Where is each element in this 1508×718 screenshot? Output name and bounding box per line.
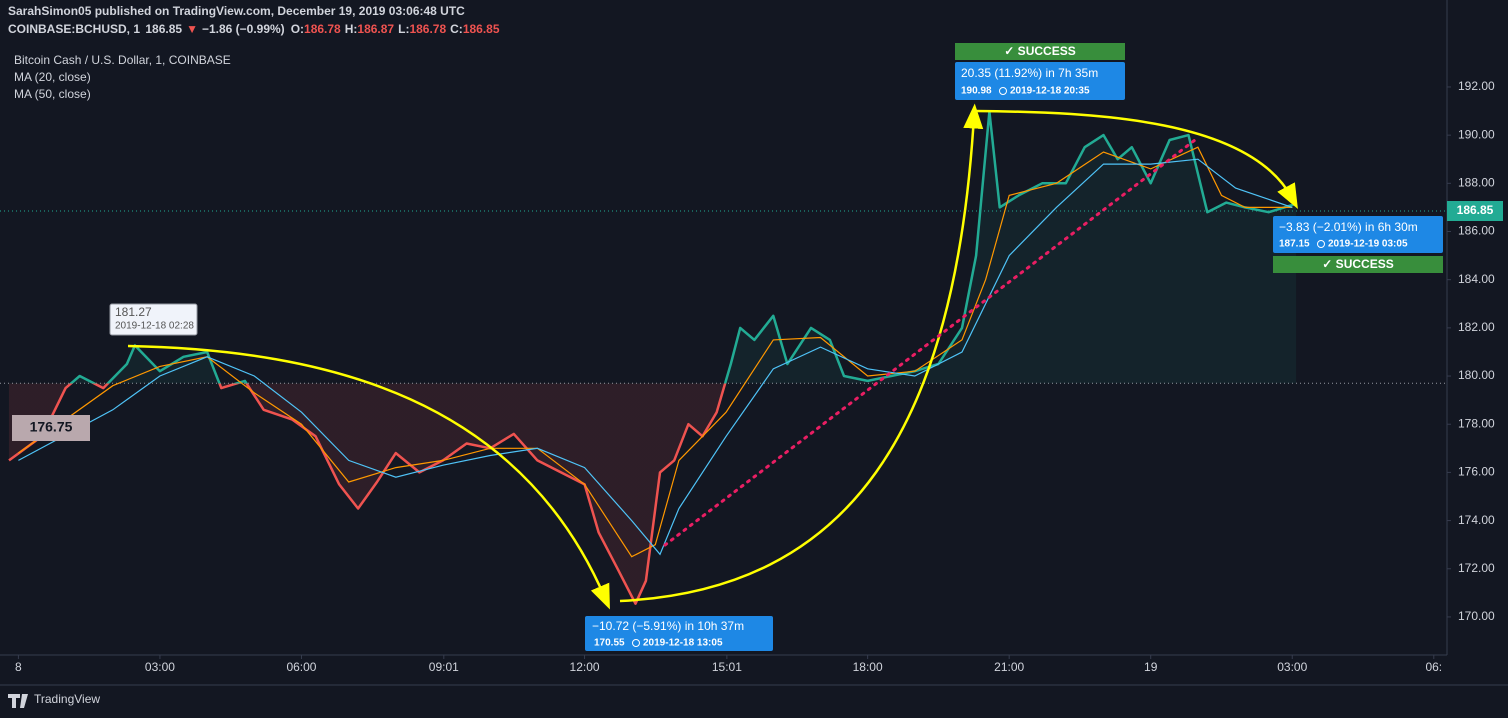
y-tick-label: 180.00 [1458, 368, 1495, 382]
y-tick-label: 190.00 [1458, 127, 1495, 141]
x-tick-label: 19 [1144, 660, 1158, 674]
logo: TradingView [34, 692, 100, 706]
legend-entry: Bitcoin Cash / U.S. Dollar, 1, COINBASE [14, 53, 231, 67]
legend-entry: MA (20, close) [14, 70, 91, 84]
logo-icon [8, 694, 28, 708]
ohlc-label: O: [291, 22, 304, 36]
y-tick-label: 176.00 [1458, 465, 1495, 479]
measure-time: 2019-12-18 13:05 [643, 638, 723, 649]
x-tick-label: 8 [15, 660, 22, 674]
x-tick-label: 03:00 [145, 660, 175, 674]
y-tick-label: 174.00 [1458, 513, 1495, 527]
measure-price: 190.98 [961, 86, 992, 97]
y-tick-label: 178.00 [1458, 416, 1495, 430]
trend-line [663, 138, 1197, 547]
badge-text: ✓ SUCCESS [1322, 257, 1393, 271]
clock-icon [1317, 240, 1325, 248]
measure-time: 2019-12-19 03:05 [1328, 239, 1408, 250]
note-price: 181.27 [115, 305, 152, 319]
measure-text: −3.83 (−2.01%) in 6h 30m [1279, 220, 1418, 234]
note-time: 2019-12-18 02:28 [115, 321, 194, 332]
price-note [109, 303, 198, 336]
last-price-label: 186.85 [1457, 203, 1494, 217]
badge [955, 43, 1125, 60]
ohlc-value: 186.78 [304, 22, 341, 36]
arrow-curve [619, 103, 984, 603]
measure-time: 2019-12-18 20:35 [1010, 86, 1090, 97]
x-tick-label: 12:00 [570, 660, 600, 674]
price-line [8, 110, 1297, 605]
ma-line [18, 146, 1293, 558]
symbol-row: COINBASE:BCHUSD, 1 186.85 ▼ −1.86 (−0.99%) O… [8, 22, 500, 36]
y-tick-label: 188.00 [1458, 175, 1495, 189]
y-tick-label: 184.00 [1458, 272, 1495, 286]
x-tick-label: 18:00 [853, 660, 883, 674]
measure-text: 20.35 (11.92%) in 7h 35m [961, 66, 1098, 80]
last-price: 186.85 [145, 22, 182, 36]
measure-box [1273, 216, 1443, 253]
y-tick-label: 170.00 [1458, 609, 1495, 623]
symbol: COINBASE:BCHUSD, 1 [8, 22, 140, 36]
publisher: SarahSimon05 published on TradingView.co… [8, 4, 465, 18]
start-price: 176.75 [30, 419, 73, 435]
measure-price: 187.15 [1279, 239, 1310, 250]
arrow-curve [127, 344, 610, 610]
badge [1273, 256, 1443, 273]
x-tick-label: 21:00 [994, 660, 1024, 674]
y-tick-label: 172.00 [1458, 561, 1495, 575]
last-price-box [1447, 201, 1503, 221]
ma-line [18, 158, 1293, 556]
ohlc-value: 186.78 [409, 22, 446, 36]
x-tick-label: 15:01 [712, 660, 742, 674]
x-tick-label: 06:00 [286, 660, 316, 674]
measure-box [585, 616, 773, 651]
x-tick-label: 03:00 [1277, 660, 1307, 674]
ohlc-value: 186.87 [357, 22, 394, 36]
ohlc-value: 186.85 [463, 22, 500, 36]
ohlc-label: H: [345, 22, 358, 36]
change-arrow: ▼ [186, 22, 198, 36]
x-tick-label: 06: [1425, 660, 1442, 674]
ohlc-label: C: [450, 22, 463, 36]
legend-entry: MA (50, close) [14, 87, 91, 101]
ohlc-label: L: [398, 22, 409, 36]
y-tick-label: 186.00 [1458, 224, 1495, 238]
y-tick-label: 182.00 [1458, 320, 1495, 334]
x-tick-label: 09:01 [429, 660, 459, 674]
change: −1.86 (−0.99%) [202, 22, 285, 36]
clock-icon [632, 639, 640, 647]
arrow-curve [974, 109, 1298, 209]
y-tick-label: 192.00 [1458, 79, 1495, 93]
start-price-box [12, 415, 90, 441]
measure-price: 170.55 [594, 638, 625, 649]
measure-box [955, 62, 1125, 100]
clock-icon [999, 87, 1007, 95]
measure-text: −10.72 (−5.91%) in 10h 37m [592, 619, 744, 633]
badge-text: ✓ SUCCESS [1004, 44, 1075, 58]
